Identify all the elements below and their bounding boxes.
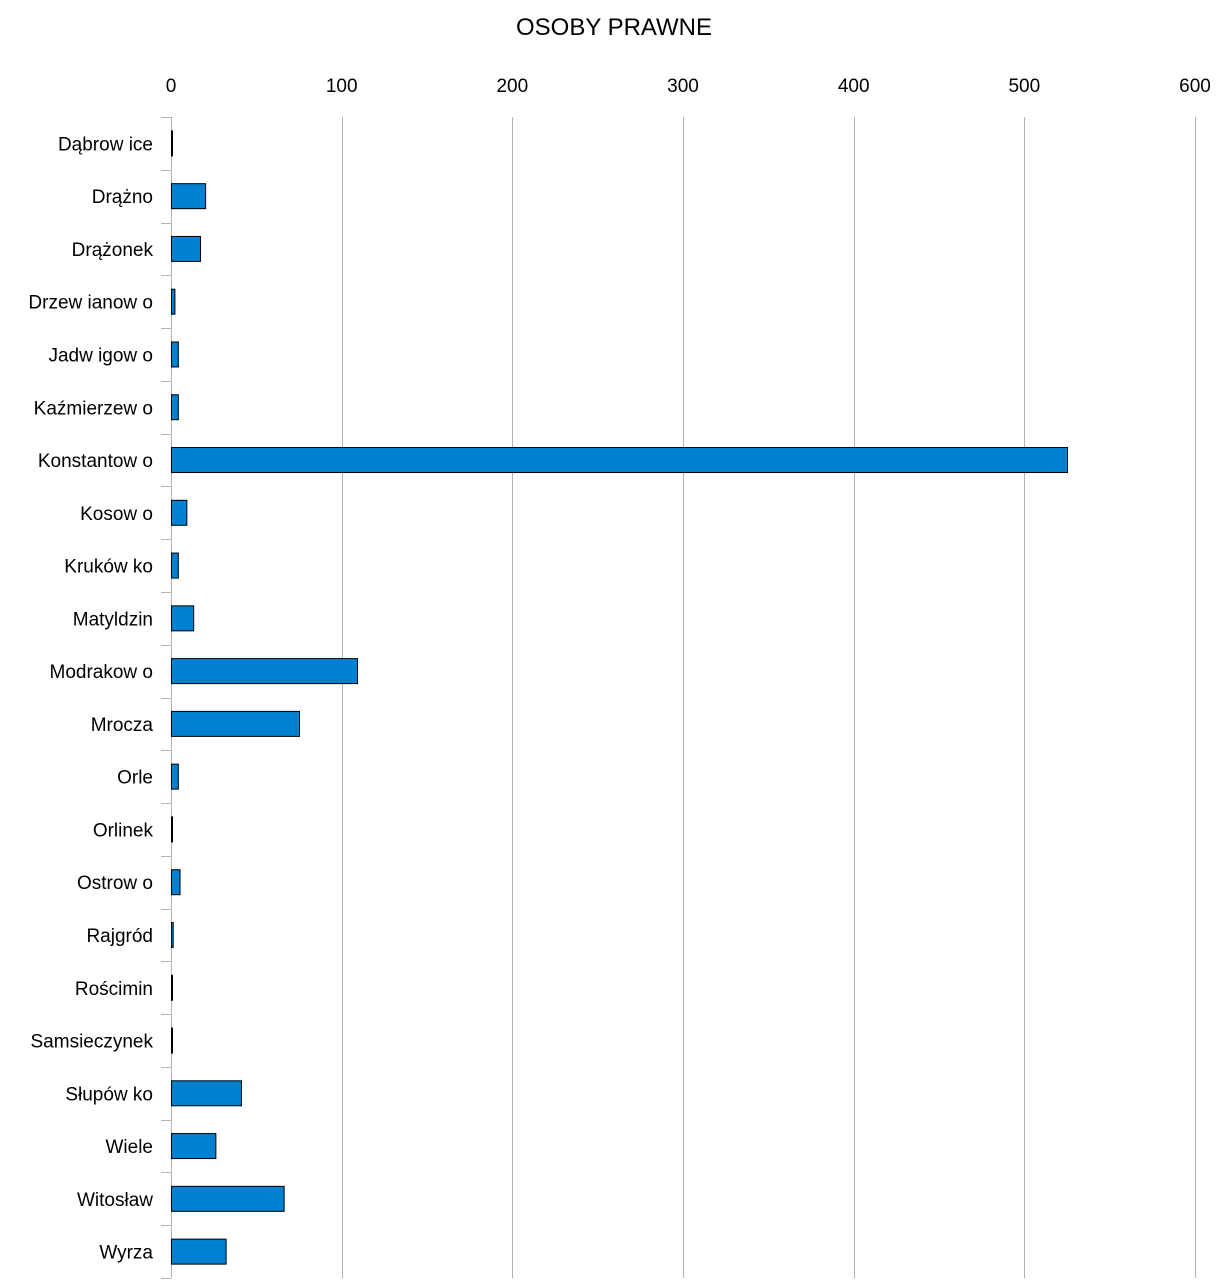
bar bbox=[171, 130, 173, 157]
y-tick-label: Drążno bbox=[92, 187, 153, 208]
y-tick-label: Wyrza bbox=[99, 1243, 153, 1264]
chart-title: OSOBY PRAWNE bbox=[515, 14, 713, 41]
y-tick-label: Rościmin bbox=[75, 979, 153, 1000]
grid-lines bbox=[171, 117, 1196, 1278]
bar bbox=[171, 235, 202, 262]
x-tick-label: 200 bbox=[496, 76, 528, 97]
y-tick-label: Ostrow o bbox=[77, 873, 153, 894]
bar bbox=[171, 341, 179, 368]
y-tick-label: Modrakow o bbox=[50, 662, 154, 683]
axes bbox=[161, 117, 172, 1279]
bar bbox=[171, 1133, 217, 1160]
y-tick-label: Orle bbox=[117, 768, 153, 789]
y-tick-label: Dąbrow ice bbox=[58, 134, 153, 155]
y-tick-label: Konstantow o bbox=[38, 451, 153, 472]
bar bbox=[171, 869, 181, 896]
y-tick-label: Mrocza bbox=[91, 715, 154, 736]
y-tick-label: Kosow o bbox=[80, 504, 153, 525]
y-tick-label: Matyldzin bbox=[73, 609, 153, 630]
bar bbox=[171, 1185, 285, 1212]
y-tick-label: Kruków ko bbox=[64, 557, 153, 578]
x-tick-label: 300 bbox=[667, 76, 699, 97]
y-tick-label: Drążonek bbox=[72, 240, 154, 261]
y-tick-label: Samsieczynek bbox=[31, 1032, 154, 1053]
bar bbox=[171, 921, 174, 948]
bar bbox=[171, 710, 300, 737]
bar bbox=[171, 552, 179, 579]
bar bbox=[171, 1027, 173, 1054]
bar bbox=[171, 499, 188, 526]
x-tick-label: 400 bbox=[838, 76, 870, 97]
y-tick-label: Orlinek bbox=[93, 820, 154, 841]
y-tick-label: Witosław bbox=[77, 1190, 153, 1211]
y-tick-label: Rajgród bbox=[86, 926, 153, 947]
y-tick-labels: Dąbrow ice Drążno Drążonek Drzew ianow o Jad… bbox=[28, 134, 153, 1263]
bar bbox=[171, 1238, 227, 1265]
x-tick-label: 600 bbox=[1179, 76, 1211, 97]
bar bbox=[171, 763, 179, 790]
bar bbox=[171, 1080, 242, 1107]
bar bbox=[171, 447, 1068, 474]
bar bbox=[171, 658, 359, 685]
bar bbox=[171, 288, 176, 315]
bar bbox=[171, 816, 173, 843]
y-tick-label: Wiele bbox=[105, 1137, 153, 1158]
x-tick-labels: 0 100 200 300 400 500 600 bbox=[166, 76, 1211, 97]
y-tick-label: Drzew ianow o bbox=[28, 293, 153, 314]
x-tick-label: 100 bbox=[326, 76, 358, 97]
y-tick-label: Słupów ko bbox=[65, 1084, 153, 1105]
y-tick-label: Jadw igow o bbox=[48, 345, 153, 366]
bar bbox=[171, 605, 195, 632]
x-tick-label: 0 bbox=[166, 76, 177, 97]
x-tick-label: 500 bbox=[1008, 76, 1040, 97]
bar bbox=[171, 394, 179, 421]
bars bbox=[171, 130, 1068, 1265]
bar bbox=[171, 974, 173, 1001]
y-tick-label: Kaźmierzew o bbox=[34, 398, 153, 419]
bar bbox=[171, 183, 207, 210]
